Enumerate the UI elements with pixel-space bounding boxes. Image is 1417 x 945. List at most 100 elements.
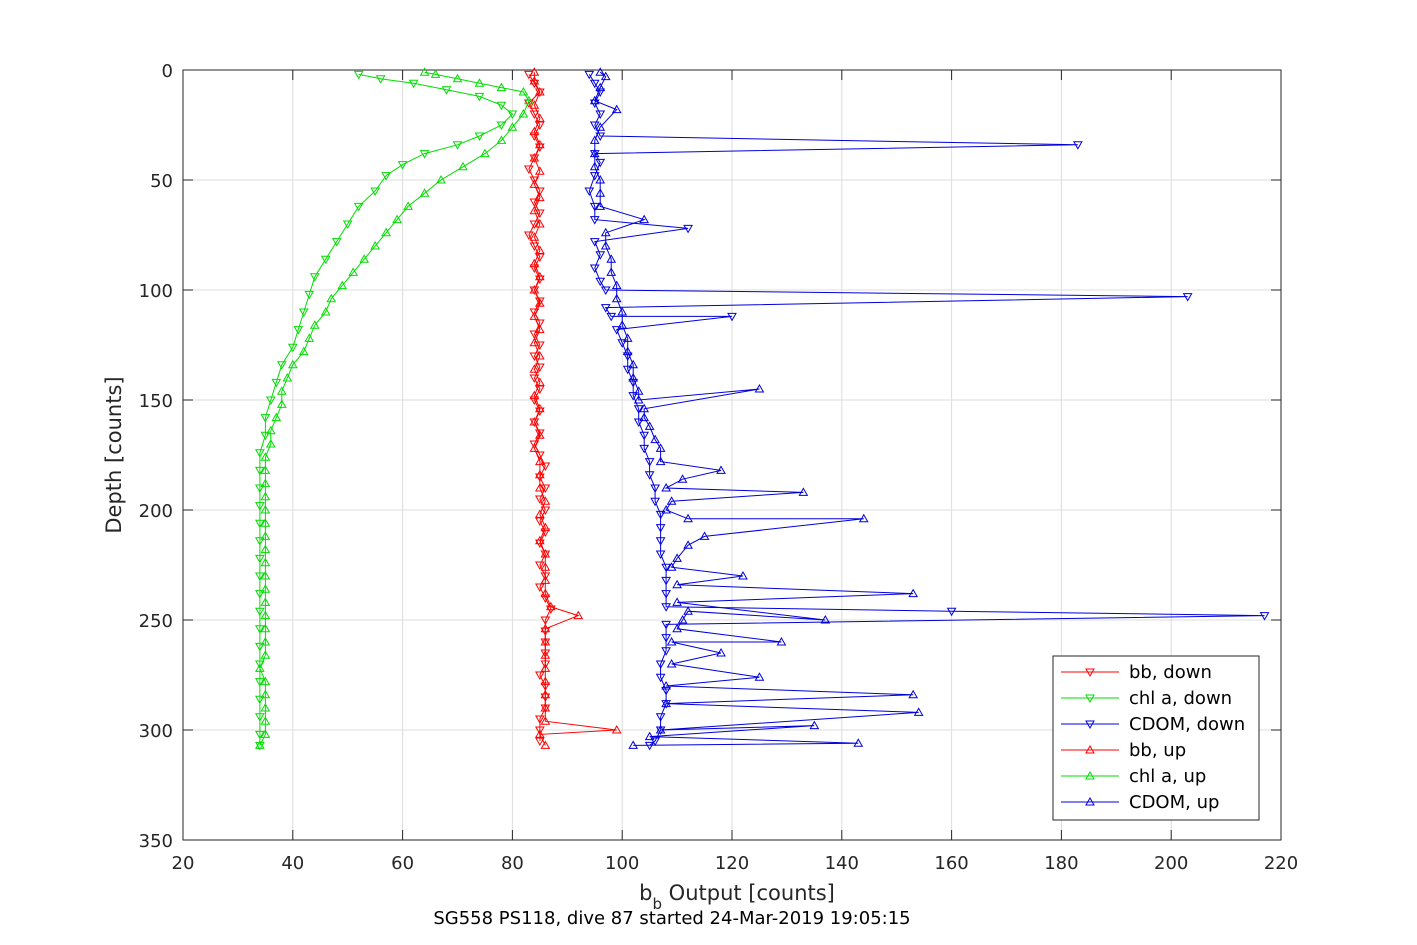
data-point	[655, 724, 666, 734]
data-point	[650, 737, 661, 747]
data-point	[650, 484, 661, 494]
data-point	[606, 254, 617, 263]
data-point	[260, 544, 271, 554]
data-point	[534, 517, 545, 527]
data-point	[254, 695, 265, 705]
data-point	[584, 187, 595, 197]
data-point	[529, 352, 540, 362]
data-point	[534, 121, 545, 131]
legend-item: CDOM, up	[1061, 792, 1219, 813]
data-point	[727, 312, 737, 322]
data-point	[611, 104, 622, 114]
data-point	[534, 192, 545, 202]
legend-marker	[1085, 744, 1095, 754]
data-point	[529, 220, 540, 230]
data-point	[260, 636, 271, 646]
series-chl-a-up	[254, 67, 534, 749]
data-point	[260, 414, 271, 423]
data-point	[254, 466, 265, 476]
x-axis-label-sub: b	[652, 895, 662, 913]
data-point	[661, 603, 671, 612]
data-point	[331, 238, 342, 247]
data-point	[353, 70, 364, 80]
data-point	[304, 290, 315, 300]
data-point	[529, 337, 540, 347]
data-point	[589, 238, 600, 247]
data-point	[518, 108, 529, 118]
data-point	[644, 421, 655, 430]
legend-item: chl a, up	[1061, 766, 1206, 787]
data-point	[348, 267, 359, 276]
x-tick-label: 200	[1154, 853, 1188, 874]
data-point	[254, 519, 265, 529]
data-point	[573, 610, 584, 620]
data-point	[650, 497, 661, 507]
x-tick-label: 40	[281, 853, 304, 874]
y-tick-label: 300	[139, 721, 173, 742]
data-point	[699, 531, 710, 540]
data-point	[633, 394, 644, 404]
data-point	[496, 82, 507, 92]
data-point	[672, 623, 682, 633]
data-point	[529, 390, 540, 400]
data-point	[276, 386, 287, 395]
data-point	[655, 443, 666, 452]
data-point	[529, 330, 540, 340]
data-point	[545, 601, 556, 611]
data-point	[655, 537, 666, 546]
legend-item: chl a, down	[1061, 688, 1232, 709]
data-point	[639, 403, 650, 413]
data-point	[441, 86, 452, 95]
data-point	[622, 346, 633, 356]
data-point	[606, 312, 617, 322]
data-point	[254, 678, 265, 687]
data-point	[595, 158, 606, 168]
data-point	[628, 359, 639, 369]
data-point	[260, 597, 271, 606]
data-point	[672, 579, 682, 589]
data-point	[540, 740, 551, 749]
data-point	[540, 616, 551, 626]
data-point	[672, 597, 682, 606]
data-point	[260, 689, 271, 699]
data-point	[260, 584, 271, 593]
data-point	[540, 636, 551, 646]
data-point	[436, 174, 446, 184]
y-tick-label: 150	[139, 391, 173, 412]
data-point	[622, 333, 633, 342]
data-point	[254, 537, 265, 546]
data-point	[655, 660, 666, 670]
data-point	[529, 242, 540, 252]
data-point	[480, 148, 490, 158]
data-point	[260, 557, 271, 567]
data-point	[611, 293, 622, 303]
legend-item: bb, up	[1061, 740, 1186, 761]
data-point	[534, 297, 545, 307]
data-point	[595, 174, 606, 184]
data-point	[529, 364, 540, 373]
data-point	[534, 456, 545, 466]
data-point	[298, 308, 309, 318]
data-point	[254, 713, 265, 722]
legend-marker	[1085, 796, 1095, 806]
legend-box	[1052, 655, 1260, 821]
data-point	[661, 563, 671, 573]
data-point	[809, 720, 820, 730]
data-point	[595, 277, 606, 287]
data-point	[529, 198, 540, 208]
data-point	[628, 372, 639, 382]
data-point	[1259, 612, 1270, 621]
data-point	[287, 343, 298, 353]
data-point	[529, 126, 540, 136]
data-point	[260, 716, 271, 725]
data-point	[683, 513, 693, 523]
data-point	[661, 686, 671, 696]
data-point	[661, 482, 671, 492]
data-point	[617, 306, 628, 316]
data-point	[677, 474, 688, 483]
legend-label: CDOM, up	[1129, 792, 1219, 813]
data-point	[540, 702, 551, 712]
data-point	[403, 201, 413, 210]
data-point	[540, 548, 551, 558]
data-point	[265, 425, 276, 435]
